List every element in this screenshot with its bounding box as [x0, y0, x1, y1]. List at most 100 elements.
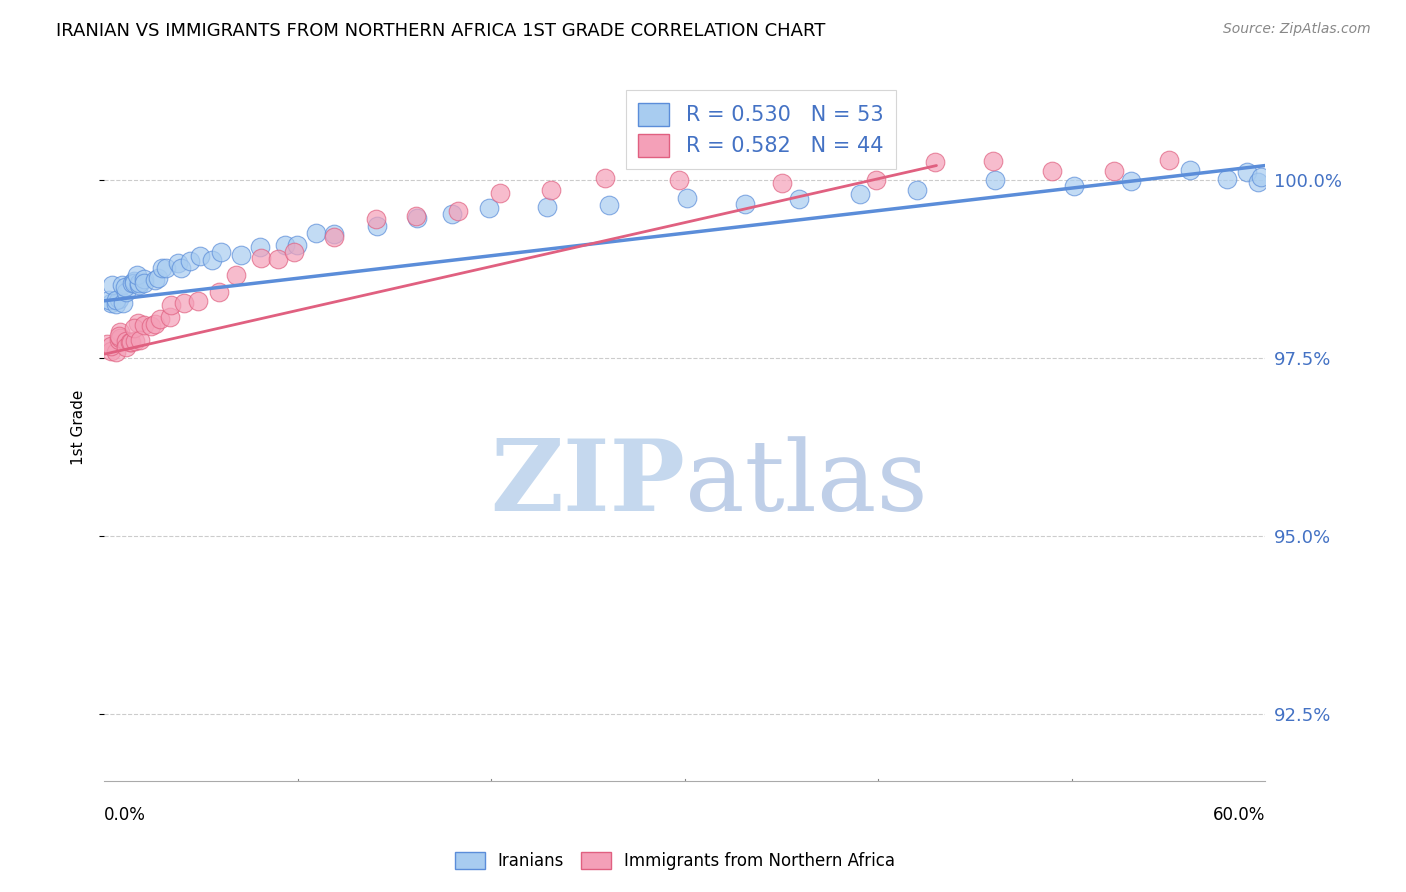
Point	[1040, 164, 1063, 178]
Text: Source: ZipAtlas.com: Source: ZipAtlas.com	[1223, 22, 1371, 37]
Point	[734, 196, 756, 211]
Point	[1119, 174, 1142, 188]
Point	[984, 173, 1007, 187]
Point	[323, 227, 346, 241]
Point	[1250, 169, 1272, 184]
Point	[122, 277, 145, 291]
Point	[132, 318, 155, 333]
Text: ZIP: ZIP	[491, 435, 685, 533]
Point	[173, 296, 195, 310]
Point	[201, 252, 224, 267]
Point	[787, 192, 810, 206]
Point	[122, 321, 145, 335]
Point	[148, 311, 170, 326]
Point	[143, 273, 166, 287]
Point	[211, 244, 233, 259]
Point	[1236, 165, 1258, 179]
Point	[105, 344, 128, 359]
Point	[478, 201, 501, 215]
Point	[285, 238, 308, 252]
Point	[108, 331, 131, 345]
Point	[250, 251, 273, 265]
Point	[441, 207, 464, 221]
Point	[128, 277, 150, 292]
Point	[124, 334, 146, 348]
Point	[128, 333, 150, 347]
Point	[305, 226, 328, 240]
Point	[122, 274, 145, 288]
Point	[229, 248, 252, 262]
Point	[96, 337, 118, 351]
Point	[598, 198, 620, 212]
Point	[132, 272, 155, 286]
Point	[110, 325, 132, 339]
Legend: R = 0.530   N = 53, R = 0.582   N = 44: R = 0.530 N = 53, R = 0.582 N = 44	[626, 90, 896, 169]
Point	[668, 173, 690, 187]
Point	[100, 295, 122, 310]
Point	[907, 183, 929, 197]
Point	[865, 173, 887, 187]
Point	[139, 318, 162, 333]
Point	[128, 277, 150, 291]
Point	[924, 154, 946, 169]
Point	[981, 153, 1004, 168]
Point	[1178, 163, 1201, 178]
Point	[249, 240, 271, 254]
Point	[98, 293, 121, 307]
Point	[1159, 153, 1181, 167]
Point	[1063, 178, 1085, 193]
Text: atlas: atlas	[685, 436, 928, 532]
Y-axis label: 1st Grade: 1st Grade	[72, 390, 86, 465]
Point	[100, 339, 122, 353]
Point	[676, 191, 699, 205]
Text: 0.0%: 0.0%	[104, 806, 146, 824]
Point	[115, 340, 138, 354]
Point	[101, 278, 124, 293]
Point	[366, 219, 388, 233]
Point	[188, 249, 211, 263]
Point	[208, 285, 231, 300]
Point	[273, 237, 295, 252]
Point	[267, 252, 290, 266]
Point	[111, 296, 134, 310]
Point	[148, 270, 170, 285]
Point	[166, 255, 188, 269]
Point	[108, 333, 131, 347]
Point	[111, 277, 134, 292]
Point	[179, 253, 201, 268]
Point	[105, 293, 128, 307]
Point	[406, 211, 429, 226]
Point	[225, 268, 247, 282]
Point	[488, 186, 510, 201]
Point	[108, 328, 131, 343]
Point	[283, 244, 305, 259]
Point	[159, 310, 181, 325]
Point	[132, 276, 155, 290]
Point	[540, 183, 562, 197]
Point	[405, 209, 427, 223]
Point	[170, 260, 193, 275]
Point	[159, 298, 181, 312]
Text: IRANIAN VS IMMIGRANTS FROM NORTHERN AFRICA 1ST GRADE CORRELATION CHART: IRANIAN VS IMMIGRANTS FROM NORTHERN AFRI…	[56, 22, 825, 40]
Point	[848, 187, 870, 202]
Point	[120, 334, 142, 349]
Point	[114, 334, 136, 348]
Point	[127, 316, 149, 330]
Point	[366, 211, 388, 226]
Point	[1216, 172, 1239, 186]
Point	[447, 203, 470, 218]
Point	[536, 200, 558, 214]
Point	[114, 280, 136, 294]
Point	[155, 260, 177, 275]
Point	[143, 318, 166, 332]
Legend: Iranians, Immigrants from Northern Africa: Iranians, Immigrants from Northern Afric…	[449, 845, 901, 877]
Point	[120, 334, 142, 349]
Point	[1102, 164, 1125, 178]
Text: 60.0%: 60.0%	[1213, 806, 1265, 824]
Point	[187, 293, 209, 308]
Point	[1246, 175, 1268, 189]
Point	[150, 261, 173, 276]
Point	[770, 176, 793, 190]
Point	[125, 268, 148, 282]
Point	[105, 297, 128, 311]
